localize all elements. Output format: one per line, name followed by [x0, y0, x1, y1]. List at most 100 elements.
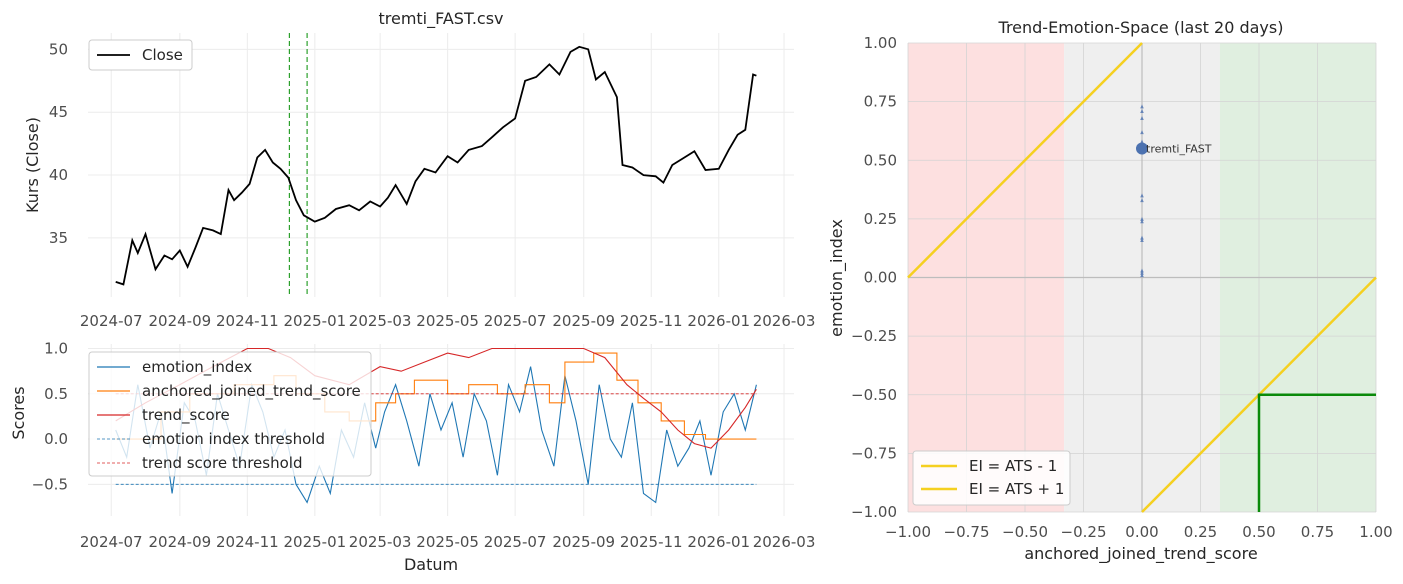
- trail-arrow: [1140, 268, 1144, 273]
- scores-y-tick-label: 0.0: [44, 430, 68, 448]
- ei-plus-line: [907, 42, 1143, 279]
- price-x-tick-label: 2026-03: [753, 312, 816, 330]
- price-vlines: [288, 33, 308, 297]
- space-lines: [907, 42, 1377, 513]
- scores-x-tick-label: 2025-07: [484, 533, 547, 551]
- space-y-tick-label: 0.00: [864, 269, 897, 287]
- space-x-tick-label: 0.25: [1184, 523, 1217, 541]
- trend-score-line: [115, 347, 757, 449]
- space-y-tick-label: 1.00: [864, 34, 897, 52]
- space-y-axis-label: emotion_index: [827, 219, 847, 337]
- space-chart-title: Trend-Emotion-Space (last 20 days): [998, 18, 1284, 37]
- scores-legend-box: [88, 351, 372, 477]
- price-x-tick-label: 2024-11: [216, 312, 279, 330]
- price-legend: Close: [88, 39, 193, 71]
- ei-minus-legend-label: EI = ATS - 1: [969, 457, 1057, 475]
- space-x-tick-label: −0.50: [1002, 523, 1048, 541]
- scores-panel: −0.5 0.0 0.5 1.0 2024-07 2024-09 2024-11 2025-…: [9, 340, 815, 574]
- price-x-tick-label: 2025-01: [284, 312, 347, 330]
- price-y-axis-label: Kurs (Close): [23, 117, 42, 213]
- scores-y-tick-label: 1.0: [44, 340, 68, 358]
- price-x-tick-label: 2026-01: [687, 312, 750, 330]
- space-y-tick-label: −0.50: [851, 386, 897, 404]
- trail-arrow: [1140, 235, 1144, 240]
- trail-arrow: [1140, 273, 1144, 278]
- price-x-tick-label: 2025-05: [416, 312, 479, 330]
- price-y-tick-label: 35: [49, 229, 68, 247]
- price-y-tick-label: 45: [49, 103, 68, 121]
- scores-x-tick-label: 2025-01: [284, 533, 347, 551]
- price-grid: [88, 33, 794, 297]
- scores-x-tick-label: 2025-03: [349, 533, 412, 551]
- trail-arrow: [1140, 130, 1144, 135]
- scores-x-tick-label: 2026-01: [687, 533, 750, 551]
- space-x-tick-label: −1.00: [885, 523, 931, 541]
- space-x-tick-label: −0.75: [944, 523, 990, 541]
- price-x-tick-label: 2024-09: [149, 312, 212, 330]
- trail-arrow: [1140, 237, 1144, 242]
- emotion-index-line-legend-label: emotion_index: [142, 358, 252, 377]
- price-x-tick-label: 2025-11: [620, 312, 683, 330]
- scores-x-tick-label: 2025-09: [552, 533, 615, 551]
- space-y-tick-label: 0.50: [864, 151, 897, 169]
- scores-x-ticks: 2024-07 2024-09 2024-11 2025-01 2025-03 2025-…: [80, 533, 815, 551]
- space-y-tick-label: −1.00: [851, 503, 897, 521]
- scores-y-tick-label: 0.5: [44, 385, 68, 403]
- scores-x-tick-label: 2024-11: [216, 533, 279, 551]
- price-x-tick-label: 2025-07: [484, 312, 547, 330]
- space-x-tick-label: 0.75: [1301, 523, 1334, 541]
- space-legend-box: [912, 450, 1071, 506]
- trend-score-line-legend-label: trend_score: [142, 406, 230, 425]
- space-x-axis-label: anchored_joined_trend_score: [1024, 544, 1257, 564]
- emotion-threshold-line-legend-label: emotion index threshold: [142, 430, 325, 448]
- scores-x-tick-label: 2026-03: [753, 533, 816, 551]
- price-x-tick-label: 2025-03: [349, 312, 412, 330]
- price-y-tick-label: 40: [49, 166, 68, 184]
- trail-arrow: [1140, 219, 1144, 224]
- current-point-marker: [1136, 142, 1148, 155]
- close-series-line: [115, 45, 757, 286]
- trail-arrow: [1140, 139, 1144, 144]
- anchored-trend-line-legend-label: anchored_joined_trend_score: [142, 382, 361, 401]
- space-y-tick-label: −0.25: [851, 327, 897, 345]
- scores-legend: emotion_index anchored_joined_trend_score…: [88, 351, 372, 477]
- space-y-tick-label: 0.75: [864, 93, 897, 111]
- target-zone-box: [1257, 393, 1376, 512]
- price-y-ticks: 35 40 45 50: [49, 40, 68, 247]
- scores-y-ticks: −0.5 0.0 0.5 1.0: [32, 340, 68, 494]
- space-x-tick-label: 1.00: [1359, 523, 1392, 541]
- trail-arrow: [1140, 116, 1144, 121]
- scores-x-axis-label: Datum: [404, 555, 458, 574]
- scores-x-tick-label: 2025-11: [620, 533, 683, 551]
- trail-arrow: [1140, 109, 1144, 114]
- trail-arrow: [1140, 193, 1144, 198]
- space-x-ticks: −1.00 −0.75 −0.50 −0.25 0.00 0.25 0.50 0.75 1.00: [885, 523, 1393, 541]
- space-panel: tremti_FAST −1.00 −0.75 −0.50 −0.25 0.00 0.25…: [827, 18, 1393, 564]
- price-chart-title: tremti_FAST.csv: [378, 9, 503, 29]
- space-x-tick-label: 0.50: [1242, 523, 1275, 541]
- trend-threshold-line-legend-label: trend score threshold: [142, 454, 302, 472]
- ei-plus-legend-label: EI = ATS + 1: [969, 480, 1064, 498]
- current-point-label: tremti_FAST: [1146, 143, 1212, 156]
- scores-x-tick-label: 2025-05: [416, 533, 479, 551]
- close-legend-label: Close: [142, 46, 183, 64]
- trail-arrow: [1140, 198, 1144, 203]
- space-x-tick-label: −0.25: [1061, 523, 1107, 541]
- trail-arrow: [1140, 216, 1144, 221]
- space-y-tick-label: −0.75: [851, 444, 897, 462]
- scores-x-tick-label: 2024-09: [149, 533, 212, 551]
- price-x-ticks: 2024-07 2024-09 2024-11 2025-01 2025-03 2025-…: [80, 312, 815, 330]
- trail-arrow: [1140, 270, 1144, 275]
- price-legend-box: [88, 39, 193, 71]
- trail-arrow: [1140, 104, 1144, 109]
- scores-x-tick-label: 2024-07: [80, 533, 143, 551]
- price-x-tick-label: 2025-09: [552, 312, 615, 330]
- space-y-tick-label: 0.25: [864, 210, 897, 228]
- price-y-tick-label: 50: [49, 40, 68, 58]
- space-y-ticks: −1.00 −0.75 −0.50 −0.25 0.00 0.25 0.50 0.75 1.00: [851, 34, 897, 521]
- scores-y-tick-label: −0.5: [32, 475, 68, 493]
- scores-y-axis-label: Scores: [9, 386, 28, 439]
